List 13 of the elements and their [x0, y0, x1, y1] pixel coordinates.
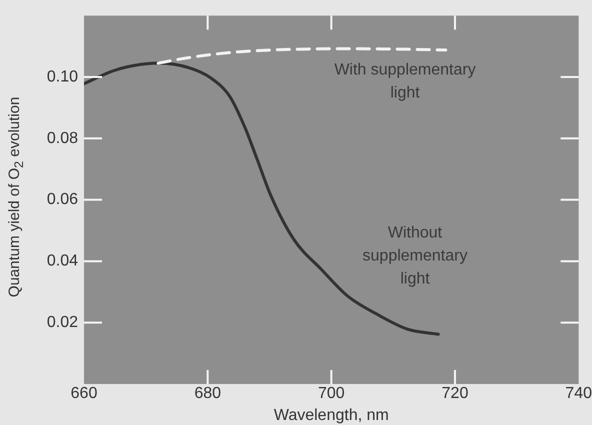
x-tick-label: 700	[318, 385, 345, 402]
x-tick-label: 680	[194, 385, 222, 402]
x-tick-label: 740	[565, 385, 592, 402]
series-label: With supplementary light	[334, 61, 476, 102]
y-tick-label: 0.06	[46, 191, 78, 208]
y-tick-label: 0.02	[46, 314, 78, 332]
y-tick-label: 0.04	[46, 252, 78, 270]
x-tick-label: 720	[442, 385, 468, 402]
x-axis-title: Wavelength, nm	[274, 406, 389, 424]
y-tick-label: 0.10	[46, 68, 78, 86]
x-tick-label: 660	[70, 385, 98, 402]
series-label: Without supplementary light	[362, 224, 468, 288]
y-tick-label: 0.08	[46, 130, 78, 147]
